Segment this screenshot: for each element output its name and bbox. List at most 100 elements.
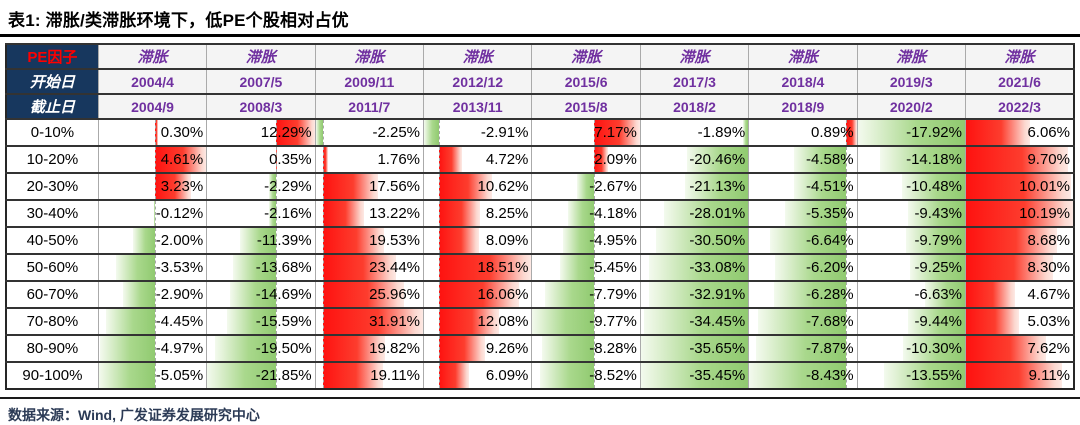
value-cell-r1c5: -20.46% xyxy=(639,145,749,173)
return-value: -4.51% xyxy=(806,178,854,195)
title-divider xyxy=(0,34,1080,37)
value-cell-r8c5: -35.65% xyxy=(639,334,749,362)
positive-data-bar xyxy=(594,121,640,145)
data-bar-axis xyxy=(275,202,277,226)
decile-row-0: 0-10% 0.30% 12.29% -2.25% -2.91% 7.17% -1.89% 0… xyxy=(5,118,1074,146)
negative-data-bar xyxy=(644,310,749,334)
return-value: -2.25% xyxy=(372,124,421,141)
start-date-5: 2017/3 xyxy=(639,68,749,94)
return-value: -19.50% xyxy=(255,340,312,357)
return-value: -13.68% xyxy=(255,259,312,276)
return-value: -3.53% xyxy=(155,259,204,276)
negative-data-bar xyxy=(562,229,595,253)
return-value: 9.26% xyxy=(485,340,529,357)
negative-data-bar xyxy=(663,202,749,226)
return-value: 2.09% xyxy=(594,151,637,168)
value-cell-r3c7: -9.43% xyxy=(856,199,966,227)
positive-data-bar xyxy=(438,148,463,172)
end-date-3: 2013/11 xyxy=(423,93,532,119)
negative-data-bar xyxy=(641,337,749,361)
positive-data-bar xyxy=(966,121,1030,145)
negative-data-bar xyxy=(577,175,595,199)
decile-label: 70-80% xyxy=(5,307,99,335)
value-cell-r0c3: -2.91% xyxy=(423,118,532,146)
data-bar-axis xyxy=(154,310,156,334)
value-cell-r5c5: -33.08% xyxy=(639,253,749,281)
negative-data-bar xyxy=(906,229,965,253)
positive-data-bar xyxy=(322,175,378,199)
value-cell-r7c6: -7.68% xyxy=(748,307,858,335)
pe-factor-stagflation-table: PE因子 滞胀 滞胀 滞胀 滞胀 滞胀 滞胀 滞胀 滞胀 滞胀 开始日 2004/4 2007/5 200… xyxy=(5,43,1075,390)
data-bar-axis xyxy=(275,337,277,361)
return-value: -5.45% xyxy=(589,259,637,276)
data-bar-axis xyxy=(846,283,848,307)
end-date-2: 2011/7 xyxy=(314,93,424,119)
value-cell-r1c6: -4.58% xyxy=(748,145,858,173)
data-bar-axis xyxy=(438,256,440,280)
value-cell-r4c8: 8.68% xyxy=(964,226,1074,254)
value-cell-r8c3: 9.26% xyxy=(423,334,532,362)
negative-data-bar xyxy=(757,310,847,334)
value-cell-r3c4: -4.18% xyxy=(531,199,641,227)
data-bar-axis xyxy=(275,175,277,199)
table-title-text: 滞胀/类滞胀环境下，低PE个股相对占优 xyxy=(45,11,349,30)
return-value: 10.62% xyxy=(477,178,529,195)
footer-divider xyxy=(0,397,1080,399)
return-value: -32.91% xyxy=(689,286,746,303)
negative-data-bar xyxy=(132,229,155,253)
data-bar-axis xyxy=(322,256,324,280)
value-cell-r5c7: -9.25% xyxy=(856,253,966,281)
env-header-0: 滞胀 xyxy=(97,43,207,69)
decile-label: 90-100% xyxy=(5,361,99,389)
negative-data-bar xyxy=(269,202,276,226)
data-bar-axis xyxy=(154,364,156,388)
return-value: -4.97% xyxy=(155,340,204,357)
return-value: 9.70% xyxy=(1027,151,1070,168)
return-value: -8.28% xyxy=(589,340,637,357)
value-cell-r0c2: -2.25% xyxy=(314,118,424,146)
return-value: -21.13% xyxy=(689,178,746,195)
value-cell-r1c8: 9.70% xyxy=(964,145,1074,173)
start-date-row-label: 开始日 xyxy=(5,68,99,94)
return-value: 19.11% xyxy=(370,367,421,384)
decile-row-7: 70-80% -4.45% -15.59% 31.91% 12.08% -9.77% -34… xyxy=(5,307,1074,335)
negative-data-bar xyxy=(880,148,965,172)
data-bar-axis xyxy=(438,229,440,253)
return-value: 6.09% xyxy=(485,367,529,384)
positive-data-bar xyxy=(966,202,1073,226)
value-cell-r8c7: -10.30% xyxy=(856,334,966,362)
positive-data-bar xyxy=(154,121,159,145)
negative-data-bar xyxy=(240,229,276,253)
return-value: -20.46% xyxy=(689,151,746,168)
env-header-7: 滞胀 xyxy=(856,43,966,69)
value-cell-r0c7: -17.92% xyxy=(856,118,966,146)
positive-data-bar xyxy=(438,256,532,280)
positive-data-bar xyxy=(438,337,486,361)
data-bar-axis xyxy=(275,229,277,253)
value-cell-r4c5: -30.50% xyxy=(639,226,749,254)
value-cell-r2c4: -2.67% xyxy=(531,172,641,200)
start-date-3: 2012/12 xyxy=(423,68,532,94)
end-date-5: 2018/2 xyxy=(639,93,749,119)
negative-data-bar xyxy=(648,256,749,280)
positive-data-bar xyxy=(438,202,480,226)
negative-data-bar xyxy=(268,175,276,199)
positive-data-bar xyxy=(154,175,191,199)
return-value: -9.44% xyxy=(914,313,962,330)
data-bar-axis xyxy=(846,202,848,226)
positive-data-bar xyxy=(322,364,383,388)
env-header-5: 滞胀 xyxy=(639,43,749,69)
positive-data-bar xyxy=(322,310,423,334)
return-value: -2.90% xyxy=(155,286,204,303)
env-header-6: 滞胀 xyxy=(748,43,858,69)
value-cell-r0c0: 0.30% xyxy=(97,118,207,146)
value-cell-r4c4: -4.95% xyxy=(531,226,641,254)
value-cell-r2c0: 3.23% xyxy=(97,172,207,200)
return-value: 4.72% xyxy=(485,151,529,168)
value-cell-r0c6: 0.89% xyxy=(748,118,858,146)
value-cell-r4c7: -9.79% xyxy=(856,226,966,254)
negative-data-bar xyxy=(532,310,595,334)
positive-data-bar xyxy=(846,121,857,145)
return-value: -35.65% xyxy=(689,340,746,357)
return-value: 0.89% xyxy=(811,124,854,141)
